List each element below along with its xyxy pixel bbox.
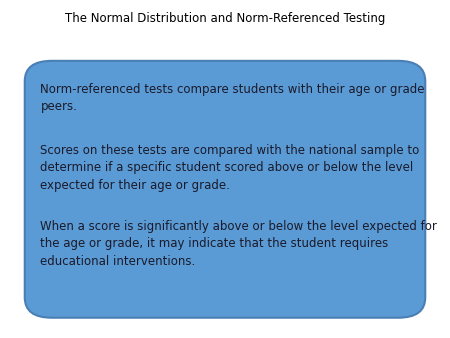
Text: The Normal Distribution and Norm-Referenced Testing: The Normal Distribution and Norm-Referen… [65,12,385,25]
Text: Norm-referenced tests compare students with their age or grade peers.: Norm-referenced tests compare students w… [40,83,425,113]
Text: Scores on these tests are compared with the national sample to determine if a sp: Scores on these tests are compared with … [40,144,420,192]
FancyBboxPatch shape [25,61,425,318]
Text: When a score is significantly above or below the level expected for the age or g: When a score is significantly above or b… [40,220,437,268]
